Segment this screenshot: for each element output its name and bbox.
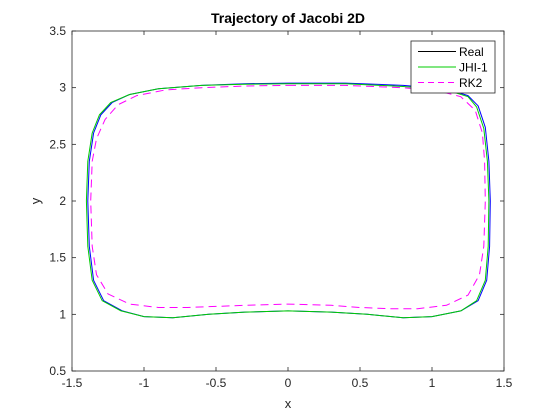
y-tick-label: 1.5 <box>49 251 66 265</box>
y-ticks: 0.5 1 1.5 2 2.5 3 3.5 <box>49 24 504 378</box>
legend: Real JHI-1 RK2 <box>410 40 496 94</box>
legend-label-jhi1: JHI-1 <box>459 61 488 75</box>
x-tick-label: 0 <box>285 376 292 390</box>
y-tick-label: 3.5 <box>49 24 66 38</box>
series-line-jhi-1 <box>85 83 490 319</box>
chart-title: Trajectory of Jacobi 2D <box>211 10 365 26</box>
x-axis-label: x <box>285 396 292 411</box>
x-tick-label: 1.5 <box>496 376 513 390</box>
y-tick-label: 3 <box>59 81 66 95</box>
legend-label-real: Real <box>459 45 484 59</box>
y-tick-label: 0.5 <box>49 364 66 378</box>
y-tick-label: 2 <box>59 194 66 208</box>
x-tick-label: -1.5 <box>62 376 83 390</box>
series-layer <box>85 82 491 319</box>
y-tick-label: 2.5 <box>49 137 66 151</box>
x-tick-label: 1 <box>429 376 436 390</box>
legend-label-rk2: RK2 <box>459 76 483 90</box>
series-line-rk2 <box>90 84 486 310</box>
x-tick-label: 0.5 <box>352 376 369 390</box>
x-tick-label: -1 <box>139 376 150 390</box>
y-tick-label: 1 <box>59 307 66 321</box>
y-axis-label: y <box>28 197 43 204</box>
x-tick-label: -0.5 <box>206 376 227 390</box>
x-ticks: -1.5 -1 -0.5 0 0.5 1 1.5 <box>62 31 513 390</box>
